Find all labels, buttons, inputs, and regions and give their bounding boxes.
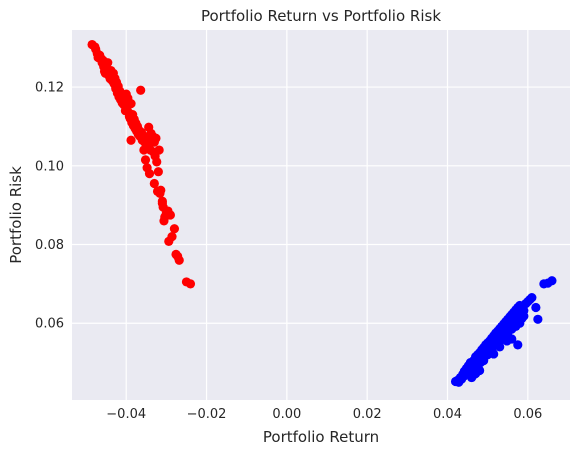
y-tick-label: 0.08 bbox=[35, 238, 64, 253]
x-tick-label: 0.04 bbox=[433, 407, 462, 422]
scatter-point bbox=[531, 302, 541, 313]
x-tick-label: −0.02 bbox=[187, 407, 227, 422]
y-tick-label: 0.10 bbox=[35, 159, 64, 174]
scatter-point bbox=[475, 365, 485, 376]
scatter-point bbox=[533, 314, 543, 324]
scatter-point bbox=[517, 313, 527, 324]
scatter-point bbox=[152, 157, 162, 167]
data-points bbox=[87, 39, 557, 387]
scatter-point bbox=[513, 340, 523, 350]
scatter-point bbox=[154, 145, 164, 155]
scatter-point bbox=[151, 133, 161, 143]
scatter-point bbox=[126, 135, 136, 145]
scatter-point bbox=[149, 178, 159, 189]
scatter-point bbox=[547, 276, 557, 286]
y-tick-label: 0.06 bbox=[35, 317, 64, 332]
scatter-point bbox=[502, 336, 512, 346]
scatter-point bbox=[489, 349, 499, 359]
scatter-point bbox=[126, 99, 136, 109]
x-axis-ticks: −0.04 −0.02 0.00 0.02 0.04 0.06 bbox=[106, 407, 542, 422]
scatter-point bbox=[140, 155, 151, 165]
scatter-point bbox=[103, 58, 113, 68]
y-axis-ticks: 0.06 0.08 0.10 0.12 bbox=[35, 81, 64, 332]
scatter-point bbox=[153, 167, 163, 177]
scatter-point bbox=[165, 210, 175, 220]
scatter-point bbox=[136, 85, 146, 95]
scatter-point bbox=[156, 185, 166, 195]
y-tick-label: 0.12 bbox=[35, 81, 64, 96]
scatter-point bbox=[144, 169, 155, 179]
scatter-point bbox=[527, 293, 537, 303]
scatter-point bbox=[169, 224, 180, 234]
x-tick-label: 0.00 bbox=[272, 407, 301, 422]
x-tick-label: −0.04 bbox=[106, 407, 146, 422]
chart-title: Portfolio Return vs Portfolio Risk bbox=[201, 7, 441, 25]
y-axis-label: Portfolio Risk bbox=[7, 166, 25, 264]
x-tick-label: 0.02 bbox=[353, 407, 382, 422]
x-tick-label: 0.06 bbox=[513, 407, 542, 422]
scatter-point bbox=[157, 196, 167, 206]
scatter-point bbox=[519, 306, 529, 316]
scatter-point bbox=[174, 255, 184, 265]
x-axis-label: Portfolio Return bbox=[263, 428, 379, 446]
scatter-point bbox=[495, 342, 505, 352]
scatter-point bbox=[185, 279, 196, 289]
scatter-point bbox=[167, 232, 177, 242]
